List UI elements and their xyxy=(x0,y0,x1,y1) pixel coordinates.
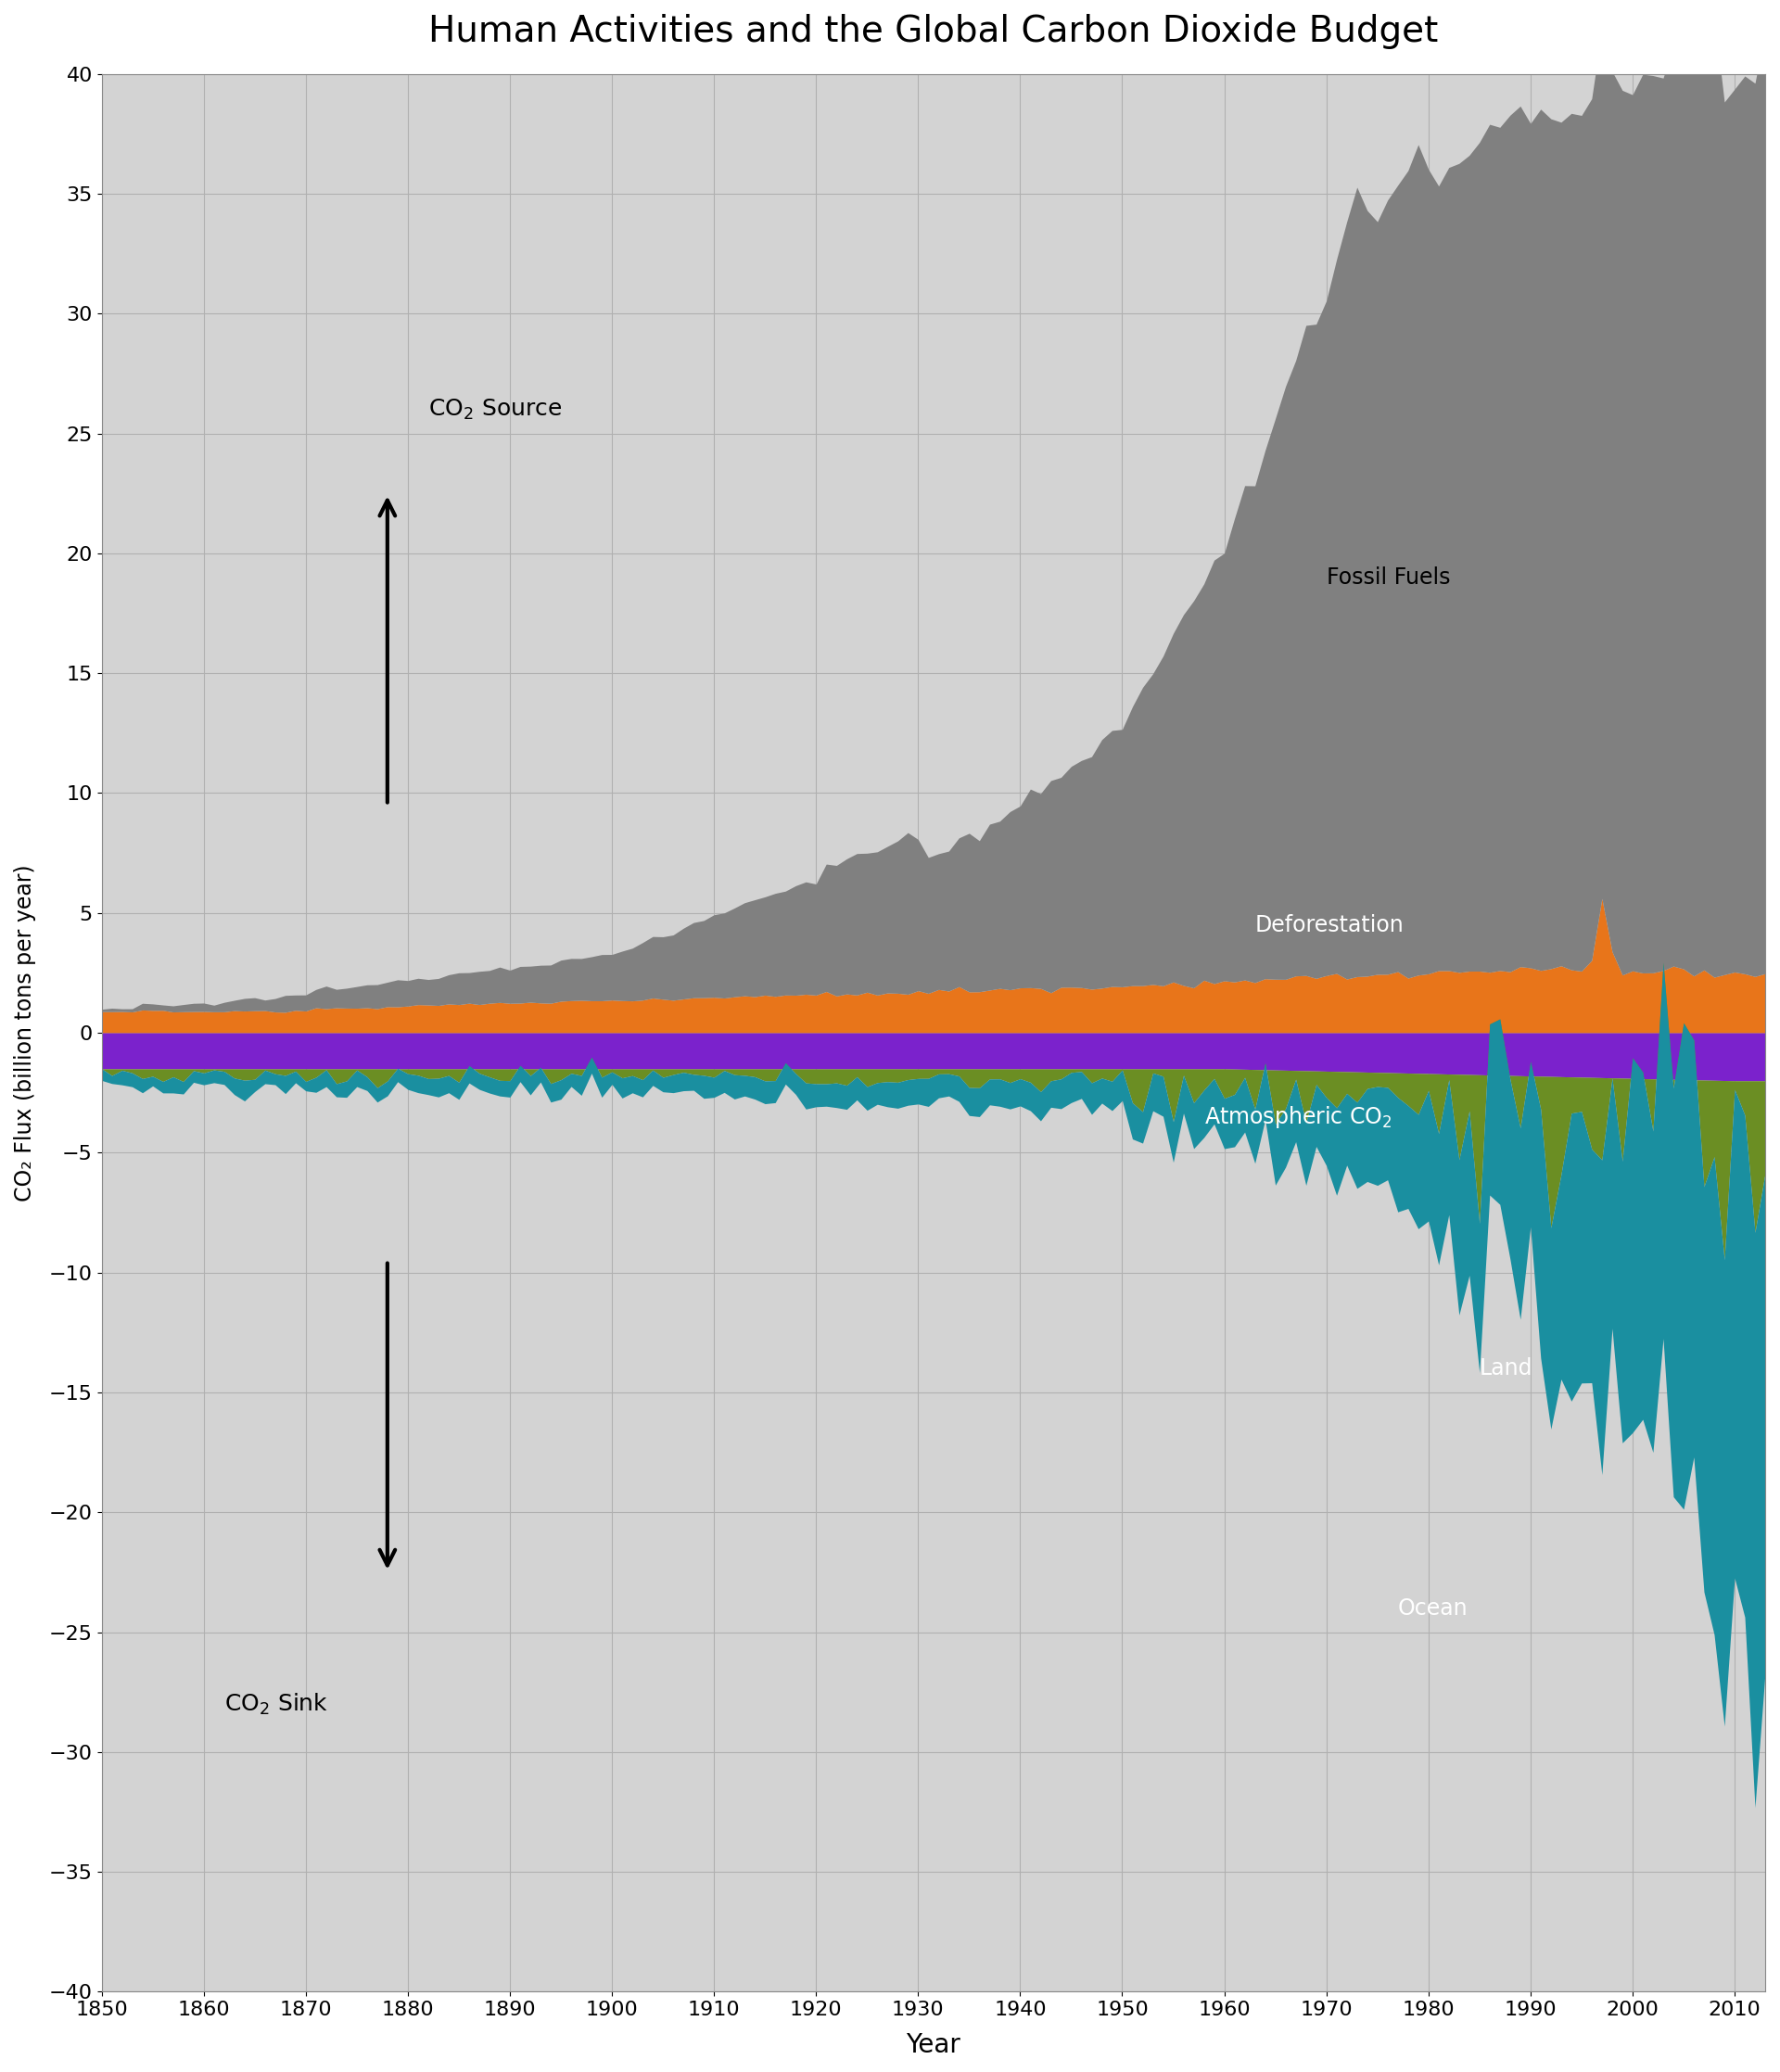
Text: Land: Land xyxy=(1479,1357,1533,1380)
Text: Ocean: Ocean xyxy=(1397,1598,1468,1620)
Text: Atmospheric CO$_2$: Atmospheric CO$_2$ xyxy=(1203,1104,1392,1129)
Title: Human Activities and the Global Carbon Dioxide Budget: Human Activities and the Global Carbon D… xyxy=(429,15,1438,50)
Text: CO$_2$ Sink: CO$_2$ Sink xyxy=(224,1693,328,1718)
Text: CO$_2$ Source: CO$_2$ Source xyxy=(429,398,562,421)
Y-axis label: CO₂ Flux (billion tons per year): CO₂ Flux (billion tons per year) xyxy=(14,864,36,1202)
Text: Deforestation: Deforestation xyxy=(1255,914,1404,937)
X-axis label: Year: Year xyxy=(906,2033,961,2057)
Text: Fossil Fuels: Fossil Fuels xyxy=(1326,566,1451,588)
